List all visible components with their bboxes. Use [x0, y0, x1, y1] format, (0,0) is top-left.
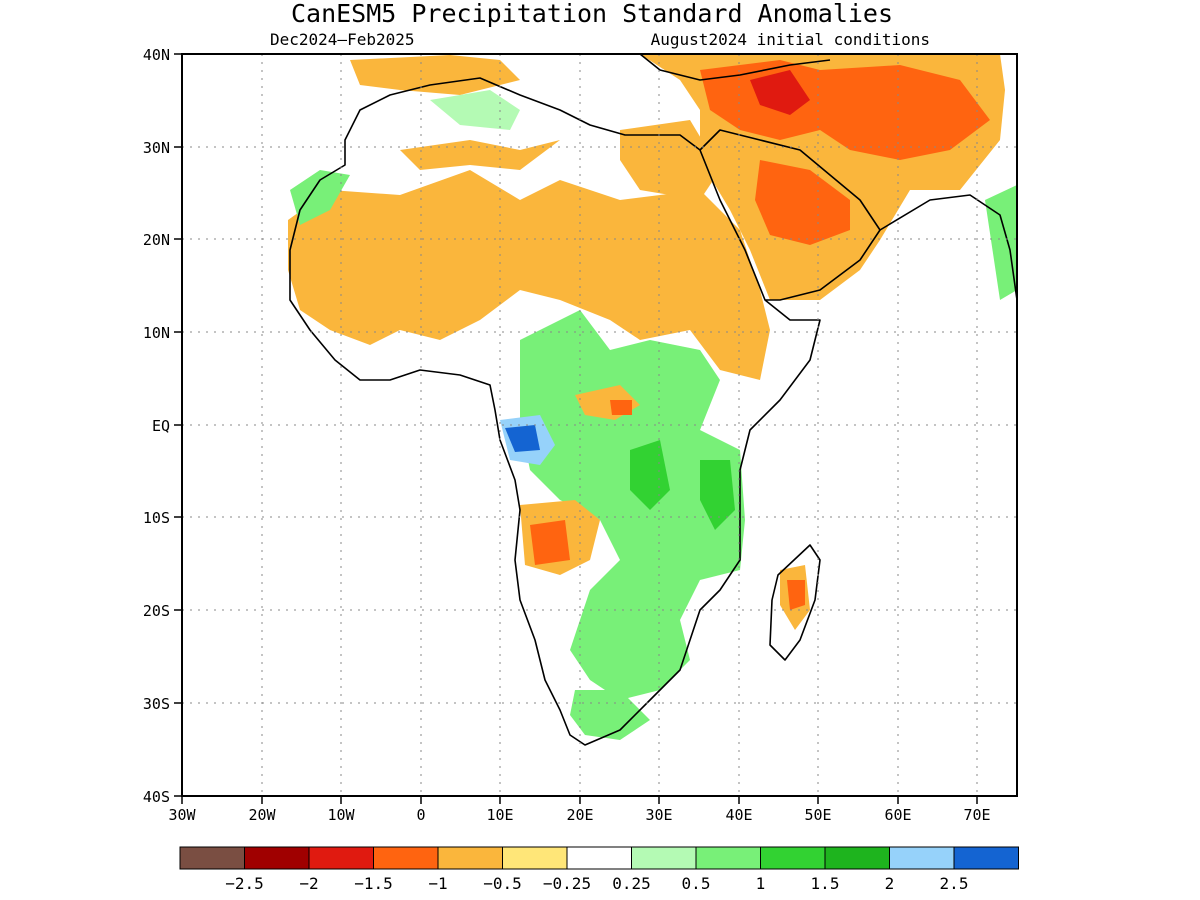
wet-anomaly-lake-region — [630, 440, 670, 510]
colorbar-swatch — [179, 846, 245, 870]
strong-dry-anomaly-car — [610, 400, 632, 415]
arabia-coastline — [699, 129, 881, 301]
wet-anomaly-kenya — [700, 460, 735, 530]
dry-anomaly-sahel — [288, 170, 770, 380]
colorbar-label: −2 — [299, 874, 318, 893]
wet-anomaly-india — [985, 185, 1017, 300]
coastlines — [289, 54, 1017, 746]
colorbar-label: −1.5 — [354, 874, 393, 893]
initial-conditions-label: August2024 initial conditions — [651, 30, 930, 49]
colorbar-label: −1 — [428, 874, 447, 893]
latitude-labels: 40N 30N 20N 10N EQ 10S 20S 30S 40S — [143, 46, 170, 806]
lon-label: 0 — [416, 806, 425, 824]
europe-coastline — [639, 54, 831, 81]
very-dry-anomaly-iraq — [750, 70, 810, 115]
anomaly-field — [288, 54, 1017, 740]
lat-label: 40N — [143, 46, 170, 64]
lon-label: 10E — [486, 806, 513, 824]
madagascar-coastline — [769, 544, 821, 661]
wet-anomaly-morocco — [290, 170, 350, 225]
lon-label: 70E — [963, 806, 990, 824]
lon-label: 10W — [327, 806, 355, 824]
colorbar-label: 2 — [885, 874, 895, 893]
dry-anomaly-egypt — [620, 120, 720, 200]
colorbar-swatch — [502, 846, 568, 870]
lat-label: 20S — [143, 602, 170, 620]
dry-anomaly-north-africa — [400, 140, 560, 170]
lon-label: 50E — [804, 806, 831, 824]
lon-label: 20E — [566, 806, 593, 824]
colorbar-swatch — [695, 846, 761, 870]
tick-marks — [174, 53, 978, 804]
lat-label: 10S — [143, 509, 170, 527]
africa-coastline — [289, 77, 821, 746]
colorbar-swatch — [244, 846, 310, 870]
lat-label: EQ — [152, 417, 170, 435]
colorbar-swatch — [437, 846, 503, 870]
colorbar-label: 2.5 — [940, 874, 969, 893]
strong-dry-anomaly-madagascar — [787, 580, 805, 610]
lon-label: 30E — [645, 806, 672, 824]
lat-label: 20N — [143, 231, 170, 249]
wet-anomaly-south-africa — [570, 690, 650, 740]
colorbar-label: −0.5 — [483, 874, 522, 893]
colorbar-label: −0.25 — [543, 874, 591, 893]
colorbar-label: 1 — [756, 874, 766, 893]
colorbar: −2.5 −2 −1.5 −1 −0.5 −0.25 0.25 0.5 1 1.… — [179, 846, 1019, 893]
lat-label: 30S — [143, 695, 170, 713]
longitude-labels: 30W 20W 10W 0 10E 20E 30E 40E 50E 60E 70… — [168, 806, 990, 824]
colorbar-label: 0.5 — [682, 874, 711, 893]
lon-label: 60E — [884, 806, 911, 824]
wet-anomaly-central-africa — [520, 310, 745, 700]
lon-label: 20W — [248, 806, 276, 824]
colorbar-swatch — [373, 846, 439, 870]
colorbar-swatch — [760, 846, 826, 870]
season-label: Dec2024–Feb2025 — [270, 30, 415, 49]
colorbar-label: 0.25 — [612, 874, 651, 893]
dry-anomaly-mediterranean — [350, 55, 520, 95]
asia-coastline — [879, 194, 1017, 301]
strong-dry-anomaly-angola — [530, 520, 570, 565]
map-title: CanESM5 Precipitation Standard Anomalies — [291, 0, 893, 28]
colorbar-swatch — [631, 846, 697, 870]
lat-label: 30N — [143, 139, 170, 157]
extreme-wet-anomaly-gabon — [505, 425, 540, 452]
colorbar-label: −2.5 — [225, 874, 264, 893]
strong-dry-anomaly-arabia — [755, 160, 850, 245]
colorbar-swatch — [566, 846, 632, 870]
lat-label: 40S — [143, 788, 170, 806]
colorbar-label: 1.5 — [811, 874, 840, 893]
lat-lon-grid — [182, 54, 1017, 796]
wet-anomaly-algeria — [430, 90, 520, 130]
lon-label: 30W — [168, 806, 196, 824]
colorbar-swatch — [308, 846, 374, 870]
colorbar-swatch — [953, 846, 1019, 870]
lon-label: 40E — [725, 806, 752, 824]
colorbar-swatch — [824, 846, 890, 870]
colorbar-swatch — [889, 846, 955, 870]
lat-label: 10N — [143, 324, 170, 342]
